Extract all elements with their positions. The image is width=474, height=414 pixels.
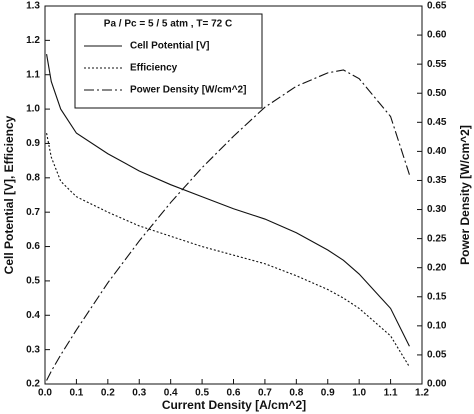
y-tick-label: 0.4 xyxy=(26,310,40,321)
y-tick-label: 1.0 xyxy=(26,104,40,115)
y2-tick-label: 0.20 xyxy=(427,262,447,273)
y-tick-label: 0.7 xyxy=(26,207,40,218)
x-tick-label: 0.3 xyxy=(132,388,146,399)
legend-label: Efficiency xyxy=(130,63,178,74)
y2-tick-label: 0.50 xyxy=(427,88,447,99)
y2-tick-label: 0.15 xyxy=(427,291,447,302)
x-tick-label: 1.1 xyxy=(384,388,398,399)
y2-tick-label: 0.40 xyxy=(427,146,447,157)
y-tick-label: 0.9 xyxy=(26,138,40,149)
y-tick-label: 0.8 xyxy=(26,172,40,183)
y-tick-label: 0.5 xyxy=(26,276,40,287)
x-tick-label: 0.8 xyxy=(289,388,303,399)
y-axis-label: Cell Potential [V], Efficiency xyxy=(2,115,16,274)
y-tick-label: 0.3 xyxy=(26,344,40,355)
x-tick-label: 1.2 xyxy=(415,388,429,399)
y2-tick-label: 0.30 xyxy=(427,204,447,215)
series-line xyxy=(46,54,410,347)
y-tick-label: 0.2 xyxy=(26,379,40,390)
x-tick-label: 1.0 xyxy=(352,388,366,399)
legend-title: Pa / Pc = 5 / 5 atm , T= 72 C xyxy=(104,19,232,30)
legend-label: Cell Potential [V] xyxy=(130,41,209,52)
x-tick-label: 0.5 xyxy=(195,388,209,399)
y2-tick-label: 0.00 xyxy=(427,379,447,390)
series-line xyxy=(46,133,410,368)
y-tick-label: 1.3 xyxy=(26,1,40,12)
y2-tick-label: 0.55 xyxy=(427,59,447,70)
y2-tick-label: 0.05 xyxy=(427,350,447,361)
x-tick-label: 0.6 xyxy=(227,388,241,399)
x-tick-label: 0.1 xyxy=(69,388,83,399)
y2-tick-label: 0.25 xyxy=(427,233,447,244)
legend-box xyxy=(74,13,263,109)
y-tick-label: 1.2 xyxy=(26,35,40,46)
x-tick-label: 0.9 xyxy=(321,388,335,399)
legend-label: Power Density [W/cm^2] xyxy=(130,85,246,96)
y-tick-label: 1.1 xyxy=(26,69,40,80)
y2-tick-label: 0.35 xyxy=(427,175,447,186)
y-tick-label: 0.6 xyxy=(26,241,40,252)
series-line xyxy=(46,69,410,381)
y2-tick-label: 0.65 xyxy=(427,1,447,12)
x-axis-label: Current Density [A/cm^2] xyxy=(162,398,306,412)
x-tick-label: 0.2 xyxy=(101,388,115,399)
x-tick-label: 0.0 xyxy=(38,388,52,399)
y2-tick-label: 0.60 xyxy=(427,30,447,41)
x-tick-label: 0.7 xyxy=(258,388,272,399)
y2-axis-label: Power Density [W/cm^2] xyxy=(458,125,472,265)
y2-tick-label: 0.45 xyxy=(427,117,447,128)
y2-tick-label: 0.10 xyxy=(427,320,447,331)
x-tick-label: 0.4 xyxy=(164,388,178,399)
